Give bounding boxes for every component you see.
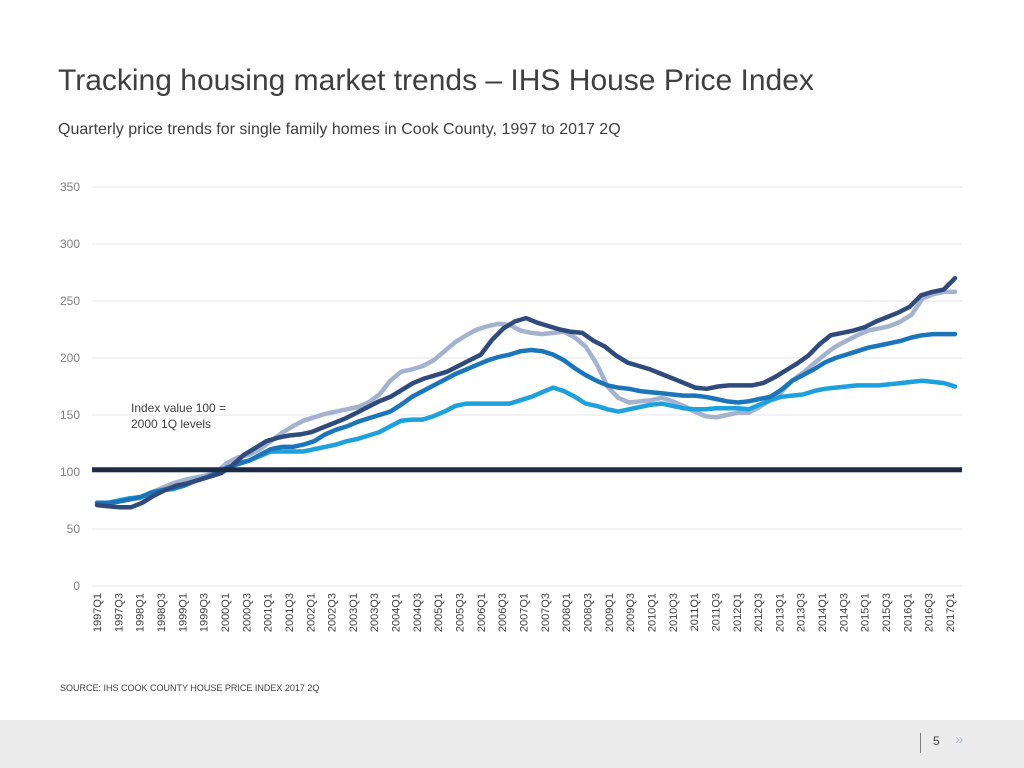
y-tick-label: 300 — [60, 237, 80, 251]
x-tick-label: 2005Q1 — [433, 593, 445, 632]
y-tick-label: 200 — [60, 351, 80, 365]
slide-title: Tracking housing market trends – IHS Hou… — [58, 64, 814, 97]
x-tick-label: 2008Q1 — [561, 593, 573, 632]
x-tick-label: 2001Q3 — [284, 593, 296, 632]
y-tick-label: 150 — [60, 408, 80, 422]
x-tick-label: 2005Q3 — [455, 593, 467, 632]
y-axis-ticks: 0 50 100 150 200 250 300 350 — [60, 180, 80, 593]
x-tick-label: 2009Q3 — [625, 593, 637, 632]
x-tick-label: 2006Q1 — [476, 593, 488, 632]
x-tick-label: 2007Q1 — [519, 593, 531, 632]
grid-layer — [92, 186, 962, 587]
y-tick-label: 100 — [60, 465, 80, 479]
x-tick-label: 2000Q1 — [220, 593, 232, 632]
x-tick-label: 2011Q1 — [689, 593, 701, 631]
x-tick-label: 2007Q3 — [540, 593, 552, 632]
series-line-4 — [94, 275, 958, 510]
x-tick-label: 2012Q1 — [732, 593, 744, 632]
x-tick-label: 2016Q1 — [902, 593, 914, 632]
x-tick-label: 1999Q1 — [177, 593, 189, 632]
footer-bar — [0, 720, 1024, 768]
x-tick-label: 1999Q3 — [199, 593, 211, 632]
x-tick-label: 2004Q1 — [391, 593, 403, 632]
x-axis-ticks: 1997Q1 1997Q3 1998Q1 1998Q3 1999Q1 1999Q3 2000… — [92, 593, 957, 632]
x-tick-label: 2001Q1 — [263, 593, 275, 632]
y-tick-label: 0 — [73, 579, 80, 593]
source-note: SOURCE: IHS COOK COUNTY HOUSE PRICE INDE… — [60, 683, 320, 693]
series-layer — [94, 275, 958, 510]
y-tick-label: 250 — [60, 294, 80, 308]
x-tick-label: 1998Q3 — [156, 593, 168, 632]
line-chart: 0 50 100 150 200 250 300 350 1997Q1 1997Q3 1998Q1… — [60, 180, 962, 632]
page-number: 5 — [933, 734, 940, 748]
x-tick-label: 2015Q1 — [860, 593, 872, 632]
x-tick-label: 1997Q1 — [92, 593, 104, 632]
annotation-line-2: 2000 1Q levels — [131, 417, 211, 431]
x-tick-label: 2006Q3 — [497, 593, 509, 632]
x-tick-label: 2009Q1 — [604, 593, 616, 632]
x-tick-label: 2003Q1 — [348, 593, 360, 632]
footer-divider — [920, 733, 921, 753]
x-tick-label: 2014Q3 — [838, 593, 850, 632]
x-tick-label: 2013Q3 — [796, 593, 808, 632]
x-tick-label: 2004Q3 — [412, 593, 424, 632]
x-tick-label: 2017Q1 — [945, 593, 957, 632]
series-line-2 — [94, 378, 958, 506]
y-tick-label: 50 — [67, 522, 81, 536]
x-tick-label: 2012Q3 — [753, 593, 765, 632]
annotation-line-1: Index value 100 = — [131, 401, 226, 415]
x-tick-label: 1998Q1 — [135, 593, 147, 632]
x-tick-label: 2014Q1 — [817, 593, 829, 632]
chart-subtitle: Quarterly price trends for single family… — [58, 121, 621, 138]
x-tick-label: 2013Q1 — [774, 593, 786, 632]
next-slide-icon[interactable]: » — [955, 731, 964, 748]
x-tick-label: 2011Q3 — [710, 593, 722, 631]
x-tick-label: 2010Q3 — [668, 593, 680, 632]
x-tick-label: 2002Q3 — [327, 593, 339, 632]
x-tick-label: 2002Q1 — [305, 593, 317, 632]
series-line-3 — [94, 331, 958, 506]
x-tick-label: 1997Q3 — [113, 593, 125, 632]
x-tick-label: 2015Q3 — [881, 593, 893, 632]
x-tick-label: 2008Q3 — [582, 593, 594, 632]
y-tick-label: 350 — [60, 180, 80, 194]
x-tick-label: 2010Q1 — [646, 593, 658, 632]
x-tick-label: 2003Q3 — [369, 593, 381, 632]
x-tick-label: 2000Q3 — [241, 593, 253, 632]
x-tick-label: 2016Q3 — [924, 593, 936, 632]
